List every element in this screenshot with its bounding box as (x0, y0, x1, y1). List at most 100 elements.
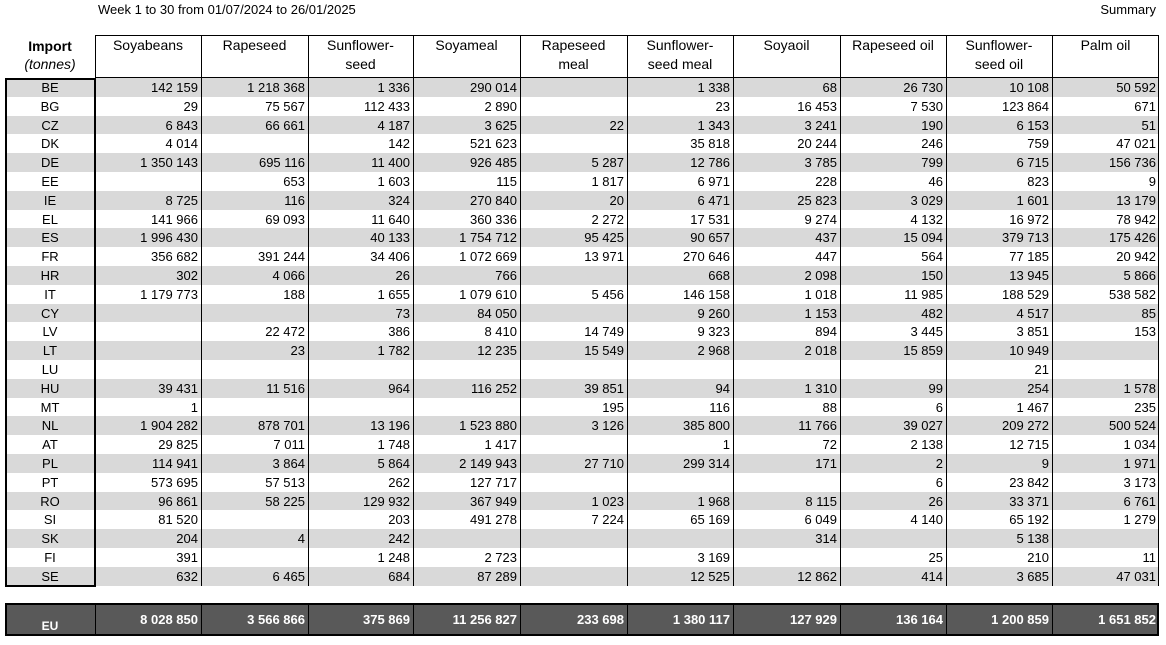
column-header: meal (558, 56, 589, 72)
row-label: FI (44, 550, 56, 565)
row-label: NL (41, 418, 59, 434)
cell: 6 843 (165, 117, 198, 133)
cell: 78 942 (1116, 211, 1156, 227)
cell: 127 717 (470, 474, 517, 490)
row-shade (5, 266, 1159, 285)
total-cell: 1 380 117 (672, 612, 730, 627)
total-cell: 11 256 827 (452, 612, 517, 627)
column-header: seed oil (974, 56, 1024, 72)
cell: 1 971 (1123, 456, 1156, 471)
cell: 75 567 (265, 98, 305, 114)
total-col-line (946, 603, 947, 636)
cell: 6 (935, 474, 943, 490)
cell: 99 (928, 380, 943, 396)
column-header: Soyameal (435, 37, 498, 53)
cell: 9 323 (697, 324, 730, 340)
cell: 84 050 (477, 305, 517, 321)
cell: 16 972 (1009, 211, 1049, 227)
cell: 5 456 (591, 286, 624, 302)
summary: Summary (1100, 2, 1156, 17)
cell: 33 371 (1009, 493, 1049, 509)
cell: 671 (1134, 98, 1156, 114)
cell: 171 (815, 456, 837, 471)
cell: 3 851 (1016, 324, 1049, 340)
cell: 50 592 (1116, 80, 1156, 95)
cell: 1 996 430 (140, 230, 198, 246)
cell: 2 272 (591, 211, 624, 227)
row-label: SI (43, 512, 57, 528)
cell: 46 (928, 174, 943, 189)
row-label: LU (41, 362, 59, 377)
cell: 114 941 (151, 456, 198, 471)
col-line (308, 35, 309, 586)
cell: 11 766 (798, 418, 837, 434)
cell: 1 (722, 437, 730, 453)
row-label: CY (40, 305, 60, 321)
row-shade (5, 115, 1159, 135)
cell: 10 949 (1009, 343, 1049, 359)
cell: 3 785 (804, 155, 837, 171)
row-shade (5, 341, 1159, 360)
cell: 1 336 (377, 80, 410, 95)
cell: 1 467 (1016, 399, 1049, 415)
cell: 7 224 (591, 512, 624, 528)
cell: 1 968 (697, 493, 730, 509)
cell: 20 244 (797, 136, 837, 152)
cell: 1 179 773 (140, 286, 198, 302)
cell: 521 623 (470, 136, 517, 152)
row-shade (5, 529, 1159, 548)
cell: 2 149 943 (459, 456, 517, 471)
corner-label: Import (28, 38, 72, 54)
cell: 290 014 (470, 80, 517, 95)
column-header: Palm oil (1080, 37, 1131, 53)
total-col-line (840, 603, 841, 636)
cell: 11 516 (266, 380, 305, 396)
total-col-line (95, 603, 96, 636)
total-col-line (520, 603, 521, 636)
row-shade (5, 566, 1159, 586)
cell: 188 (283, 286, 305, 302)
cell: 20 942 (1116, 249, 1156, 265)
cell: 414 (921, 568, 943, 584)
cell: 799 (921, 155, 943, 171)
row-label: ES (41, 230, 59, 246)
cell: 270 840 (470, 192, 517, 208)
cell: 878 701 (258, 418, 305, 434)
cell: 437 (815, 230, 837, 246)
cell: 823 (1027, 174, 1049, 189)
cell: 115 (496, 174, 517, 189)
cell: 1 338 (697, 80, 730, 95)
label-box (5, 78, 96, 587)
corner-label: (tonnes) (24, 56, 76, 72)
cell: 29 825 (158, 437, 198, 453)
cell: 1 018 (804, 286, 837, 302)
cell: 12 235 (477, 343, 517, 359)
cell: 11 640 (371, 211, 410, 227)
total-cell: 127 929 (790, 612, 837, 627)
cell: 175 426 (1109, 230, 1156, 246)
cell: 2 968 (697, 343, 730, 359)
cell: 116 (709, 399, 730, 415)
cell: 564 (921, 249, 943, 265)
column-header: Rapeseed (541, 37, 606, 53)
cell: 204 (176, 531, 198, 547)
cell: 23 (290, 343, 305, 359)
cell: 1 417 (484, 437, 517, 453)
cell: 299 314 (683, 456, 730, 471)
cell: 391 (176, 550, 198, 565)
cell: 1 023 (591, 493, 624, 509)
total-col-line (627, 603, 628, 636)
col-line (201, 35, 202, 586)
col-line (627, 35, 628, 586)
row-label: HU (40, 380, 60, 396)
col-line (1158, 35, 1159, 586)
cell: 9 260 (697, 305, 730, 321)
cell: 2 098 (804, 268, 837, 283)
cell: 13 196 (370, 418, 410, 434)
cell: 203 (388, 512, 410, 528)
cell: 29 (183, 98, 198, 114)
cell: 6 (935, 399, 943, 415)
cell: 1 817 (591, 174, 624, 189)
cell: 1 279 (1123, 512, 1156, 528)
cell: 123 864 (1002, 98, 1049, 114)
